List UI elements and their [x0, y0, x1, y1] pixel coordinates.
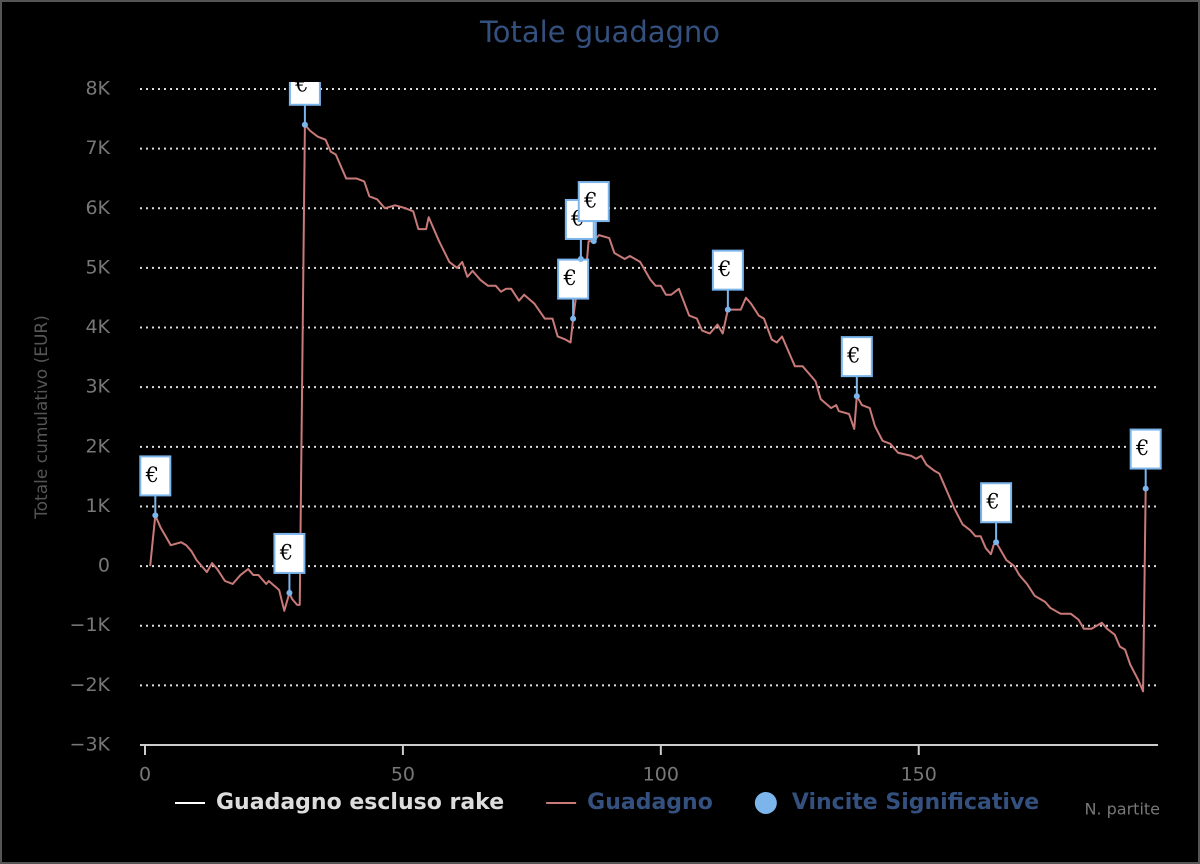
flag-box — [577, 181, 610, 223]
legend-label: Guadagno escluso rake — [216, 790, 504, 815]
y-tick-label: 3K — [85, 376, 110, 398]
y-axis-title: Totale cumulativo (EUR) — [32, 315, 52, 520]
y-tick-label: −1K — [70, 614, 111, 636]
y-tick-label: 5K — [85, 256, 110, 278]
flag-point — [577, 255, 584, 262]
y-tick-label: 7K — [85, 137, 110, 159]
flag-point — [286, 589, 293, 596]
y-tick-label: 2K — [85, 435, 110, 457]
flag-point — [993, 539, 1000, 546]
flag-label: € — [294, 72, 308, 96]
flag-point — [724, 306, 731, 313]
flag-box — [273, 532, 306, 574]
y-tick-label: 6K — [85, 197, 110, 219]
flag-label: € — [846, 344, 860, 368]
data-line — [149, 123, 1147, 693]
y-tick-label: 0 — [98, 555, 110, 577]
flag-point — [1142, 485, 1149, 492]
flag-box — [711, 249, 744, 291]
flag-box — [840, 336, 873, 378]
legend-symbol — [754, 792, 777, 814]
legend-label: Vincite Significative — [792, 790, 1039, 815]
flag-label: € — [145, 463, 159, 487]
y-tick-label: −3K — [70, 734, 111, 756]
flag-label: € — [562, 266, 576, 290]
flag-box — [1129, 428, 1162, 470]
y-tick-label: 4K — [85, 316, 110, 338]
flag-label: € — [279, 540, 293, 564]
flag-label: € — [1135, 436, 1149, 460]
legend-label: Guadagno — [587, 790, 713, 815]
x-tick-label: 0 — [139, 764, 151, 786]
flag-label: € — [583, 189, 597, 213]
flag-box — [288, 82, 321, 106]
flag-box — [980, 482, 1013, 524]
flag-label: € — [717, 257, 731, 281]
flag-point — [590, 238, 597, 245]
x-axis-title: N. partite — [1084, 800, 1160, 819]
flag-box — [557, 258, 590, 300]
y-tick-label: 1K — [85, 495, 110, 517]
y-tick-label: −2K — [70, 674, 111, 696]
flag-box — [139, 455, 172, 497]
chart-title: Totale guadagno — [479, 15, 720, 49]
flag-point — [570, 315, 577, 322]
flag-label: € — [985, 490, 999, 514]
flag-point — [301, 121, 308, 128]
x-tick-label: 50 — [391, 764, 415, 786]
x-tick-label: 100 — [643, 764, 679, 786]
x-tick-label: 150 — [901, 764, 937, 786]
flag-point — [853, 393, 860, 400]
flag-point — [152, 512, 159, 519]
plot-area: €€€€€€€€€€ — [139, 72, 1162, 693]
y-tick-label: 8K — [85, 78, 110, 100]
